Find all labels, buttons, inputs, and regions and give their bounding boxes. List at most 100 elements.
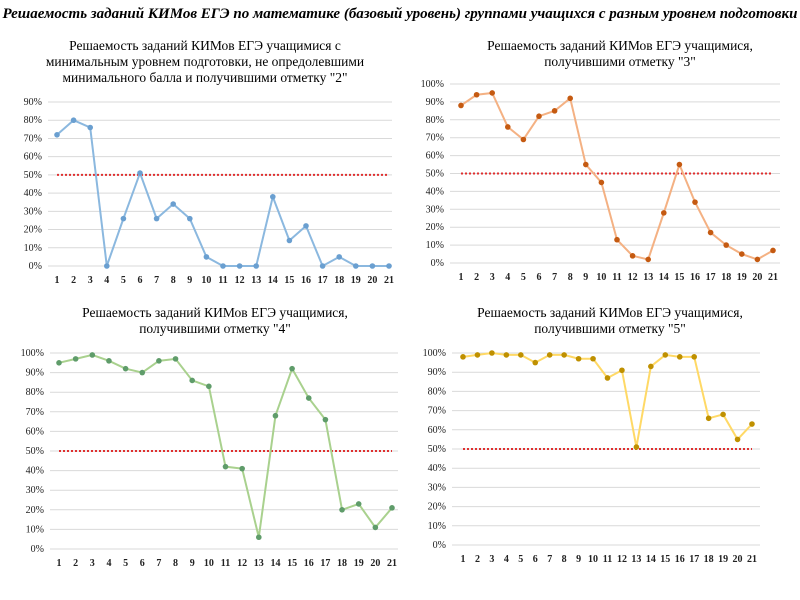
x-tick-label: 1	[55, 275, 60, 286]
y-tick-label: 90%	[26, 368, 44, 379]
data-point	[567, 95, 573, 102]
y-tick-label: 80%	[428, 386, 446, 397]
x-tick-label: 4	[106, 558, 111, 569]
data-point	[389, 505, 395, 511]
data-point	[255, 534, 262, 541]
y-tick-label: 60%	[428, 425, 446, 436]
x-tick-label: 12	[628, 272, 638, 283]
x-tick-label: 13	[643, 272, 653, 283]
x-tick-label: 7	[156, 558, 161, 569]
data-point	[770, 247, 776, 254]
y-tick-label: 60%	[26, 426, 44, 437]
y-tick-label: 50%	[24, 170, 42, 181]
data-point	[532, 359, 539, 366]
chart-1: 0% 10% 20% 30% 40% 50% 60% 70% 80% 90% 1 2 3 4 5 6 7 8 9 10…	[24, 97, 394, 286]
x-tick-label: 9	[583, 272, 588, 283]
data-point	[474, 352, 481, 358]
data-point	[372, 524, 379, 531]
data-point	[676, 161, 683, 168]
x-tick-label: 12	[617, 554, 627, 565]
data-point	[270, 193, 276, 200]
x-tick-label: 5	[121, 275, 126, 286]
x-tick-label: 5	[518, 554, 523, 565]
x-tick-label: 19	[737, 272, 747, 283]
y-tick-label: 100%	[423, 348, 446, 359]
x-tick-label: 18	[704, 554, 714, 565]
data-point	[319, 263, 326, 269]
x-tick-label: 8	[171, 275, 176, 286]
data-point	[303, 223, 309, 229]
x-tick-label: 16	[675, 554, 685, 565]
data-point	[619, 367, 625, 374]
data-point	[153, 215, 160, 222]
y-tick-label: 30%	[26, 485, 44, 496]
y-tick-label: 80%	[426, 115, 444, 126]
y-tick-label: 90%	[24, 97, 42, 108]
x-tick-label: 7	[547, 554, 552, 565]
x-tick-label: 9	[187, 275, 192, 286]
y-tick-label: 50%	[26, 446, 44, 457]
y-tick-label: 70%	[26, 407, 44, 418]
x-tick-label: 8	[562, 554, 567, 565]
series-line	[462, 351, 753, 448]
data-point	[286, 237, 293, 244]
x-tick-label: 11	[218, 275, 227, 286]
x-tick-label: 14	[270, 558, 280, 569]
series-line	[460, 91, 774, 261]
data-point	[56, 360, 62, 366]
x-tick-label: 6	[537, 272, 542, 283]
y-tick-label: 60%	[24, 152, 42, 163]
data-point	[187, 215, 193, 222]
x-tick-label: 1	[461, 554, 466, 565]
x-tick-label: 10	[201, 275, 211, 286]
data-point	[222, 463, 229, 470]
y-tick-label: 80%	[24, 115, 42, 126]
data-point	[734, 436, 741, 443]
x-tick-label: 5	[521, 272, 526, 283]
y-tick-label: 60%	[426, 151, 444, 162]
data-point	[339, 507, 345, 513]
x-tick-label: 17	[689, 554, 699, 565]
x-tick-label: 14	[659, 272, 669, 283]
data-point	[583, 161, 589, 168]
data-point	[629, 253, 636, 259]
x-tick-label: 14	[646, 554, 656, 565]
x-tick-label: 20	[370, 558, 380, 569]
x-tick-label: 20	[733, 554, 743, 565]
x-tick-label: 1	[57, 558, 62, 569]
x-tick-label: 21	[387, 558, 397, 569]
data-point	[645, 256, 651, 263]
data-point	[239, 465, 245, 472]
data-point	[72, 356, 79, 362]
x-tick-label: 4	[504, 554, 509, 565]
data-point	[289, 365, 295, 372]
x-tick-label: 16	[690, 272, 700, 283]
x-tick-label: 2	[71, 275, 76, 286]
data-point	[473, 91, 480, 98]
chart-3-title: Решаемость заданий КИМов ЕГЭ учащимися, …	[82, 305, 348, 336]
data-point	[518, 352, 524, 358]
x-tick-label: 3	[90, 558, 95, 569]
x-tick-label: 15	[287, 558, 297, 569]
data-point	[305, 395, 312, 401]
x-tick-label: 16	[301, 275, 311, 286]
data-point	[220, 263, 226, 269]
data-point	[633, 444, 640, 450]
data-point	[70, 117, 77, 124]
y-tick-label: 70%	[428, 406, 446, 417]
x-tick-label: 7	[154, 275, 159, 286]
y-tick-label: 30%	[24, 206, 42, 217]
data-point	[54, 132, 60, 138]
data-point	[87, 124, 93, 131]
data-point	[546, 352, 553, 358]
x-tick-label: 3	[490, 272, 495, 283]
x-tick-label: 15	[284, 275, 294, 286]
data-point	[89, 352, 96, 358]
x-tick-label: 19	[351, 275, 361, 286]
data-point	[551, 108, 558, 114]
data-point	[598, 179, 605, 186]
x-tick-label: 9	[190, 558, 195, 569]
x-tick-label: 10	[204, 558, 214, 569]
x-tick-label: 13	[631, 554, 641, 565]
